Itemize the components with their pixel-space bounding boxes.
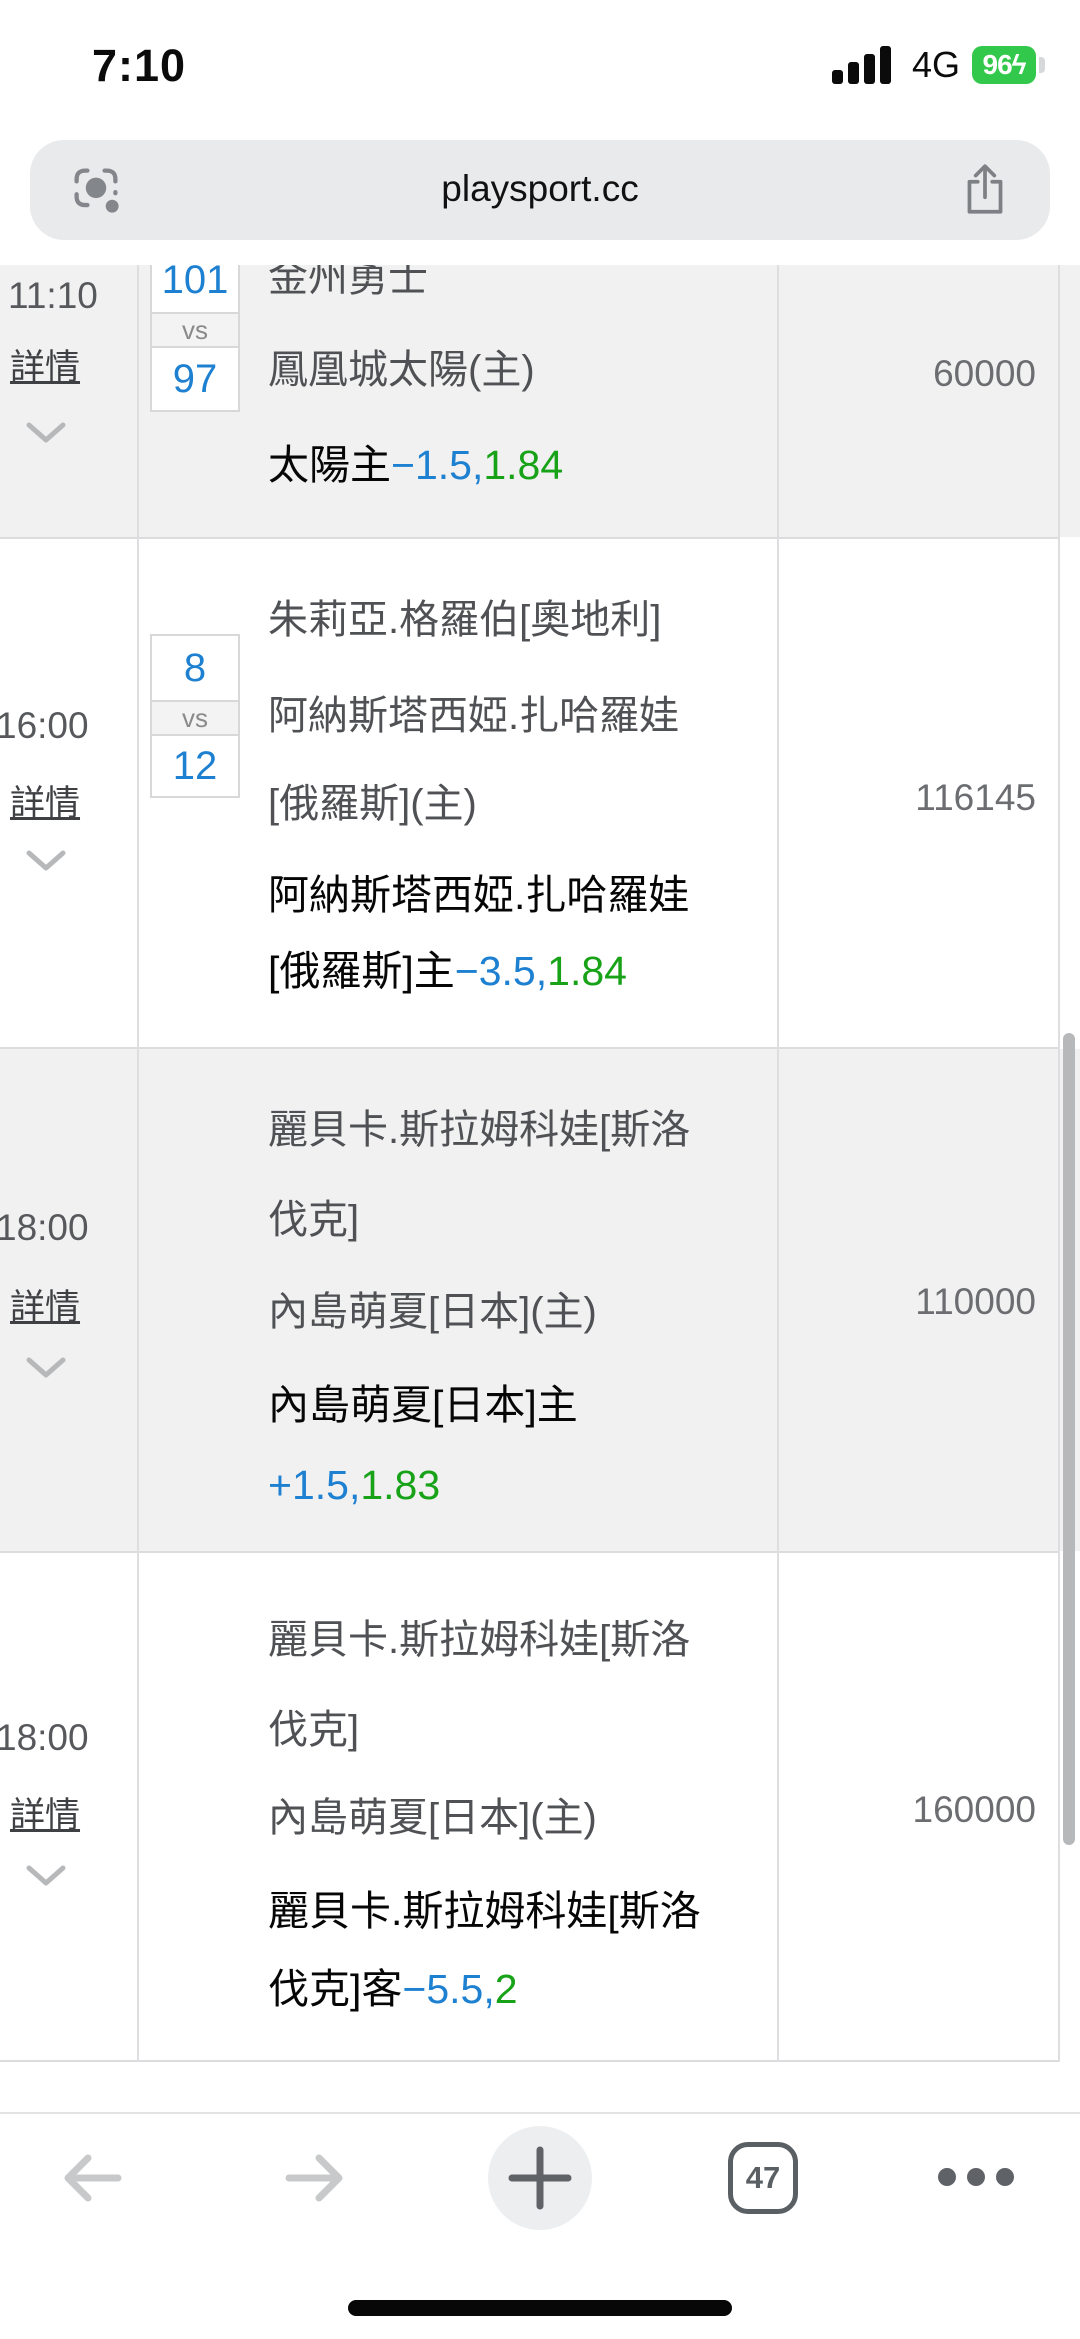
bet-line-2: 伐克]客−5.5,2 — [268, 1966, 518, 2013]
player-home-line1: 阿納斯塔西婭.扎哈羅娃 — [268, 694, 680, 738]
bet-amount: 110000 — [915, 1281, 1036, 1322]
network-type: 4G — [912, 44, 961, 85]
vs-label: vs — [152, 700, 238, 736]
bet-odds: 1.83 — [360, 1462, 441, 1508]
detail-link[interactable]: 詳情 — [10, 1796, 81, 1835]
score-home: 97 — [152, 348, 238, 410]
bet-odds: 1.84 — [547, 948, 627, 994]
web-content: 11:10 詳情 101 vs 97 金州勇士 鳳凰城太陽(主) 太陽主−1.5… — [0, 265, 1080, 2062]
home-indicator — [348, 2300, 732, 2316]
vs-label: vs — [152, 312, 238, 348]
toolbar-top-border — [0, 2112, 1080, 2114]
team-away: 金州勇士 — [268, 265, 428, 300]
column-border — [1058, 265, 1060, 2062]
player-away: 朱莉亞.格羅伯[奧地利] — [268, 598, 662, 642]
signal-strength-icon — [832, 44, 902, 84]
battery-nub — [1039, 57, 1045, 73]
chevron-down-icon[interactable] — [24, 420, 68, 451]
bet-handicap: −1.5, — [391, 442, 484, 488]
row-divider — [0, 537, 1060, 539]
bet-pick: [俄羅斯]主 — [268, 948, 455, 994]
detail-link[interactable]: 詳情 — [10, 784, 81, 823]
bet-handicap: −3.5, — [454, 948, 548, 994]
row-divider — [0, 1551, 1060, 1553]
bet-handicap: +1.5, — [268, 1462, 361, 1508]
game-time: 18:00 — [0, 1207, 89, 1248]
bet-handicap: −5.5, — [402, 1966, 495, 2012]
player-away-line1: 麗貝卡.斯拉姆科娃[斯洛 — [268, 1618, 691, 1662]
score-box: 101 vs 97 — [150, 265, 240, 412]
bet-odds: 2 — [494, 1966, 518, 2012]
bet-amount: 60000 — [933, 353, 1036, 394]
address-bar[interactable]: playsport.cc — [30, 140, 1050, 240]
bet-pick: 伐克]客 — [268, 1966, 403, 2012]
url-text[interactable]: playsport.cc — [441, 168, 639, 209]
column-border — [777, 265, 779, 2062]
player-away-line2: 伐克] — [268, 1198, 360, 1242]
bet-line-1: 麗貝卡.斯拉姆科娃[斯洛 — [268, 1888, 701, 1934]
bet-pick: 太陽主 — [268, 442, 391, 488]
detail-link[interactable]: 詳情 — [10, 348, 81, 387]
new-tab-button[interactable] — [488, 2126, 592, 2230]
tab-switcher-button[interactable]: 47 — [728, 2142, 798, 2214]
game-time: 18:00 — [0, 1717, 89, 1758]
table-bottom-border — [0, 2060, 1060, 2062]
chevron-down-icon[interactable] — [24, 848, 68, 879]
column-border — [137, 265, 139, 2062]
chevron-down-icon[interactable] — [24, 1863, 68, 1894]
row-divider — [0, 1047, 1060, 1049]
player-home: 內島萌夏[日本](主) — [268, 1290, 597, 1334]
back-arrow-icon[interactable] — [56, 2142, 128, 2219]
bet-line-2: +1.5,1.83 — [268, 1462, 440, 1509]
forward-arrow-icon[interactable] — [279, 2142, 351, 2219]
score-away: 8 — [152, 636, 238, 700]
game-time: 16:00 — [0, 705, 89, 746]
lens-camera-icon[interactable] — [70, 162, 122, 223]
bet-amount: 116145 — [915, 777, 1036, 818]
bet-line-1: 內島萌夏[日本]主 — [268, 1382, 578, 1428]
score-away: 101 — [152, 265, 238, 312]
team-home: 鳳凰城太陽(主) — [268, 348, 535, 392]
share-icon[interactable] — [962, 160, 1008, 223]
more-menu-icon[interactable] — [938, 2168, 1014, 2186]
score-home: 12 — [152, 736, 238, 796]
battery-icon: 96ϟ — [972, 46, 1036, 84]
row3-background — [0, 1049, 1080, 1551]
bet-line: 太陽主−1.5,1.84 — [268, 442, 563, 489]
chevron-down-icon[interactable] — [24, 1355, 68, 1386]
player-away-line1: 麗貝卡.斯拉姆科娃[斯洛 — [268, 1108, 691, 1152]
bet-amount: 160000 — [912, 1789, 1036, 1830]
bet-odds: 1.84 — [483, 442, 564, 488]
scrollbar-thumb[interactable] — [1063, 1033, 1075, 1845]
status-time: 7:10 — [92, 40, 187, 91]
game-time: 11:10 — [8, 275, 98, 316]
player-home: 內島萌夏[日本](主) — [268, 1796, 597, 1840]
detail-link[interactable]: 詳情 — [10, 1288, 81, 1327]
player-home-line2: [俄羅斯](主) — [268, 782, 477, 826]
bet-line-1: 阿納斯塔西婭.扎哈羅娃 — [268, 872, 690, 918]
score-box: 8 vs 12 — [150, 634, 240, 798]
player-away-line2: 伐克] — [268, 1708, 360, 1752]
bet-line-2: [俄羅斯]主−3.5,1.84 — [268, 948, 627, 995]
